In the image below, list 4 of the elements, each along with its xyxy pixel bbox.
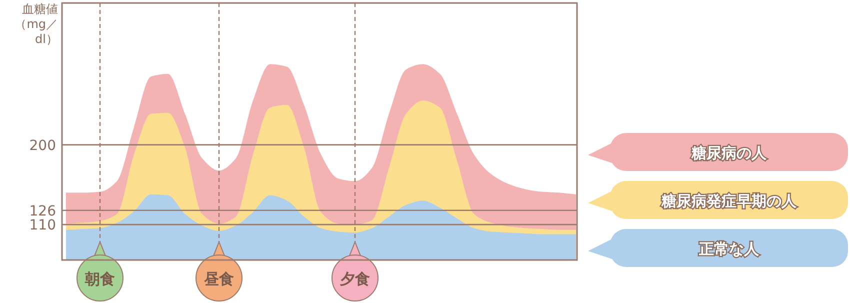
y-axis-title: 血糖値（mg／dl） [14, 2, 58, 46]
y-tick-label: 110 [29, 218, 56, 234]
y-tick-label: 126 [29, 203, 56, 220]
y-tick-label: 200 [29, 138, 56, 154]
